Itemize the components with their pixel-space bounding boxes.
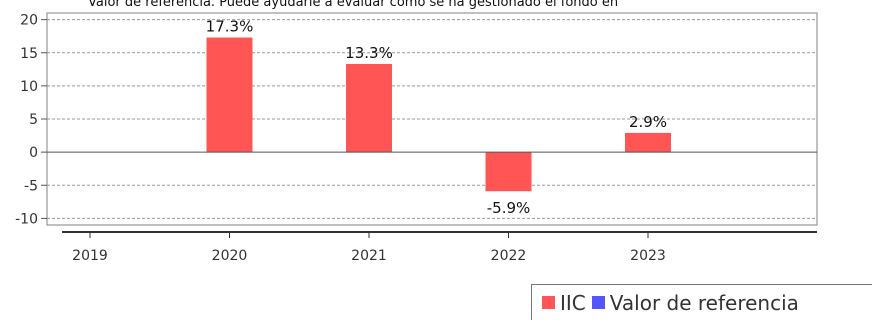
legend: IIC Valor de referencia [531,284,872,320]
bars [206,37,671,192]
data-label-2022: -5.9% [487,199,531,217]
legend-item-valor-de-referencia: Valor de referencia [591,290,799,315]
x-tick-label-2019: 2019 [72,248,108,264]
legend-label-iic: IIC [560,290,586,315]
y-tick-label: 0 [29,145,38,161]
x-tick-label-2020: 2020 [212,248,248,264]
legend-item-iic: IIC [542,291,586,315]
data-label-2020: 17.3% [206,18,254,36]
x-axis-ticks: 2019 2020 2021 2022 2023 [72,232,666,264]
legend-swatch-iic [542,296,555,309]
bar-2020 [206,37,253,153]
y-tick-label: 5 [29,112,38,128]
x-tick-label-2022: 2022 [491,248,527,264]
y-tick-label: 10 [20,79,38,95]
y-tick-label: 15 [20,46,38,62]
data-label-2023: 2.9% [629,113,667,131]
chart: Valor de referencia. Puede ayudarle a ev… [15,0,818,264]
y-tick-label: -10 [15,211,38,227]
bar-2022 [485,152,532,192]
y-axis-ticks: 20 15 10 5 0 -5 -10 [15,13,47,227]
legend-swatch-valor-de-referencia [591,296,605,309]
y-tick-label: -5 [24,178,38,194]
grid-lines [47,19,817,219]
legend-label-valor-de-referencia: Valor de referencia [609,290,799,315]
data-label-2021: 13.3% [345,44,393,62]
bar-2021 [346,64,392,153]
y-tick-label: 20 [20,13,38,29]
chart-title: Valor de referencia. Puede ayudarle a ev… [88,0,618,10]
x-tick-label-2023: 2023 [630,248,666,264]
data-labels: 17.3% 13.3% -5.9% 2.9% [206,18,667,218]
x-tick-label-2021: 2021 [351,248,387,264]
bar-2023 [625,132,671,153]
